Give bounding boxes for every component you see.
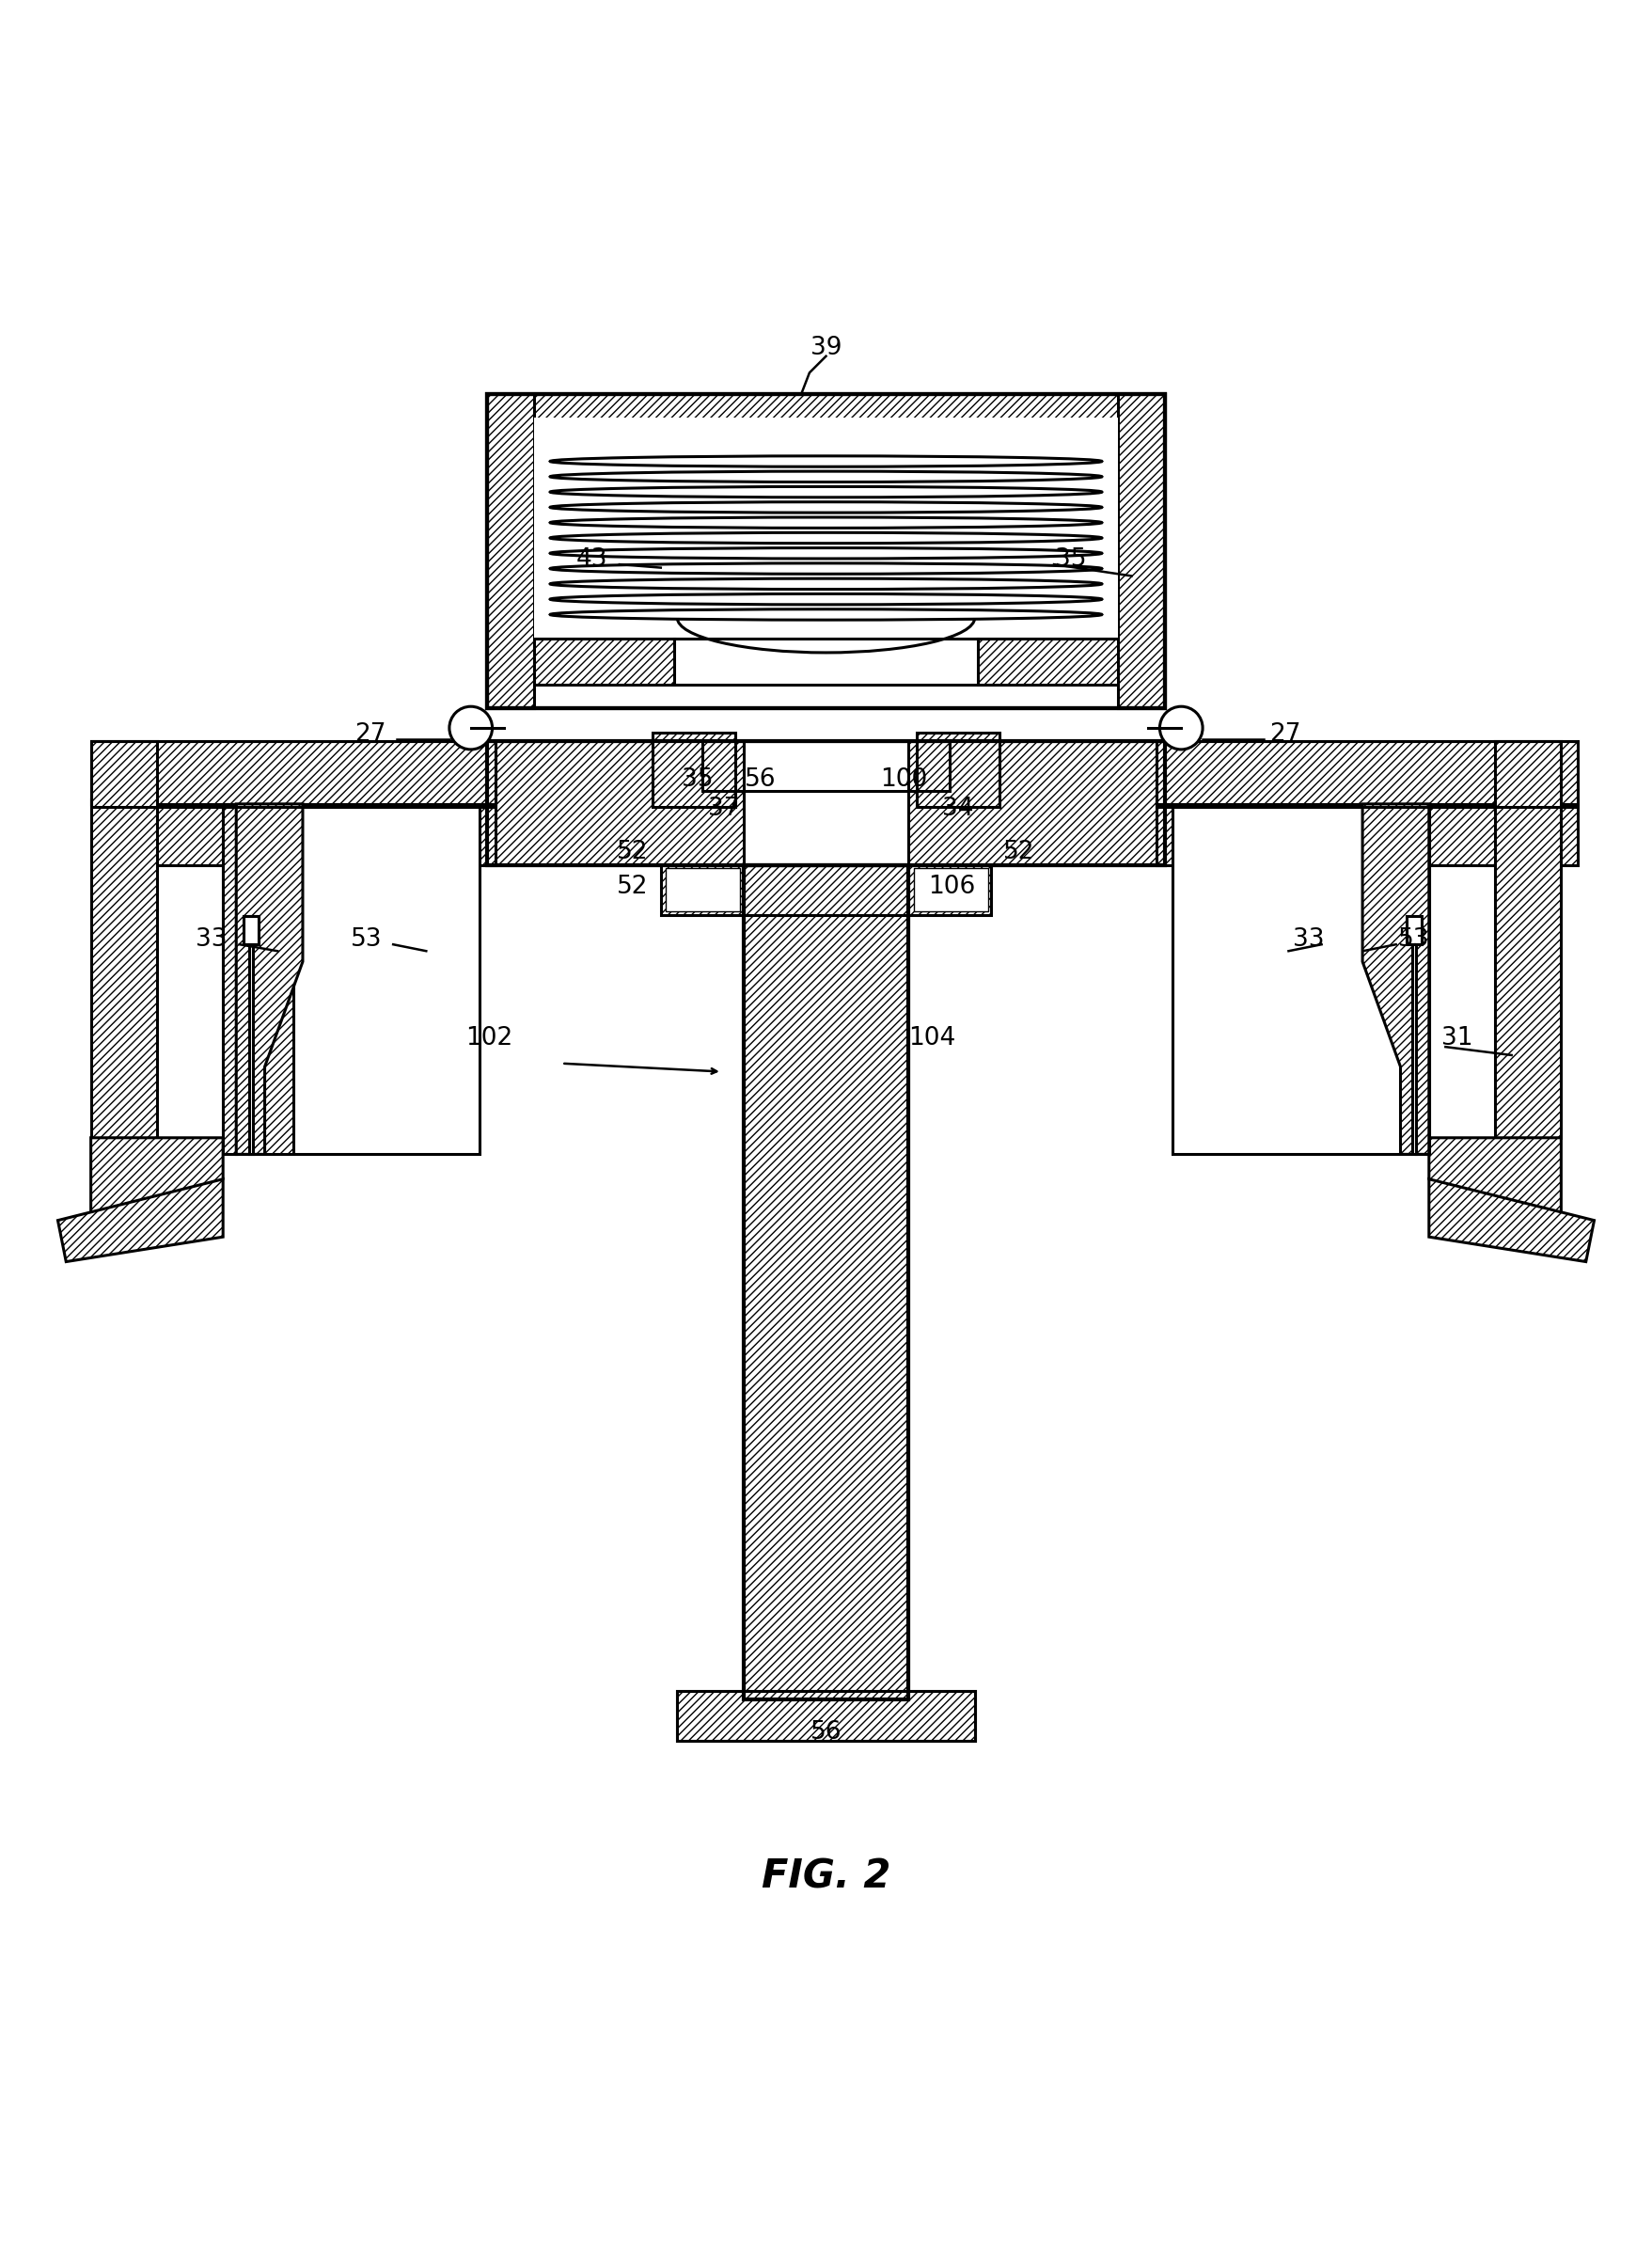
Ellipse shape [550,594,1102,605]
Polygon shape [1429,1139,1561,1238]
Bar [702,741,950,791]
Bar [534,639,674,684]
Bar [677,1692,975,1742]
Bar [249,944,253,1154]
Bar [487,741,1165,865]
Polygon shape [1363,804,1429,1154]
Bar [91,800,496,865]
Bar [1118,393,1165,707]
Text: 56: 56 [743,768,776,791]
Bar [743,865,909,1699]
Text: 56: 56 [809,1721,843,1744]
Ellipse shape [550,456,1102,468]
Text: 43: 43 [575,547,608,572]
Bar [1156,741,1578,804]
Ellipse shape [550,517,1102,529]
Circle shape [449,707,492,750]
Bar [914,867,988,910]
Text: 27: 27 [1269,723,1302,748]
Bar [917,732,999,806]
Bar [1416,804,1429,1154]
Bar [978,639,1118,684]
Bar [223,804,236,1154]
Ellipse shape [550,549,1102,558]
Bar [702,741,950,791]
Bar [236,804,294,1154]
Bar [743,865,909,1699]
Bar [743,741,909,865]
Bar [1412,944,1416,1154]
Ellipse shape [550,610,1102,619]
Text: 53: 53 [1398,926,1431,951]
Bar [487,393,534,707]
Bar [1173,804,1429,1154]
Polygon shape [91,1139,223,1238]
Ellipse shape [550,501,1102,513]
Bar [487,393,1165,707]
Ellipse shape [550,578,1102,590]
Text: 39: 39 [809,337,843,359]
Bar [91,741,157,1139]
Polygon shape [58,1179,223,1263]
Polygon shape [236,804,302,1154]
Bar [661,865,991,915]
Bar [666,867,740,910]
Text: 104: 104 [909,1026,955,1050]
Text: 33: 33 [195,926,228,951]
Bar [91,741,496,806]
Text: 34: 34 [942,797,975,822]
Bar [1406,917,1421,944]
Ellipse shape [550,472,1102,481]
Bar [487,393,1165,707]
Bar [244,917,259,944]
Text: 35: 35 [1054,547,1087,572]
Text: 37: 37 [707,797,740,822]
Text: 52: 52 [1003,840,1036,865]
Bar [487,741,1165,865]
Text: FIG. 2: FIG. 2 [762,1857,890,1895]
Text: 31: 31 [1441,1026,1474,1050]
Text: 102: 102 [466,1026,512,1050]
Text: 35: 35 [681,768,714,791]
Text: 100: 100 [881,768,927,791]
Text: 53: 53 [350,926,383,951]
Text: 52: 52 [616,874,649,899]
Bar [487,393,1165,441]
Bar [1495,741,1561,1139]
Bar [674,639,978,684]
Bar [653,732,735,806]
Ellipse shape [550,562,1102,574]
Bar [223,804,479,1154]
Bar [91,741,496,804]
Text: 52: 52 [616,840,649,865]
Ellipse shape [550,533,1102,544]
Bar [244,917,259,944]
Bar [1156,741,1578,806]
Bar [677,1692,975,1742]
Bar [1156,800,1578,865]
Text: 106: 106 [928,874,975,899]
Bar [534,418,1118,684]
Text: 27: 27 [354,723,387,748]
Text: 33: 33 [1292,926,1325,951]
Ellipse shape [550,486,1102,497]
Polygon shape [1429,1179,1594,1263]
Circle shape [1160,707,1203,750]
